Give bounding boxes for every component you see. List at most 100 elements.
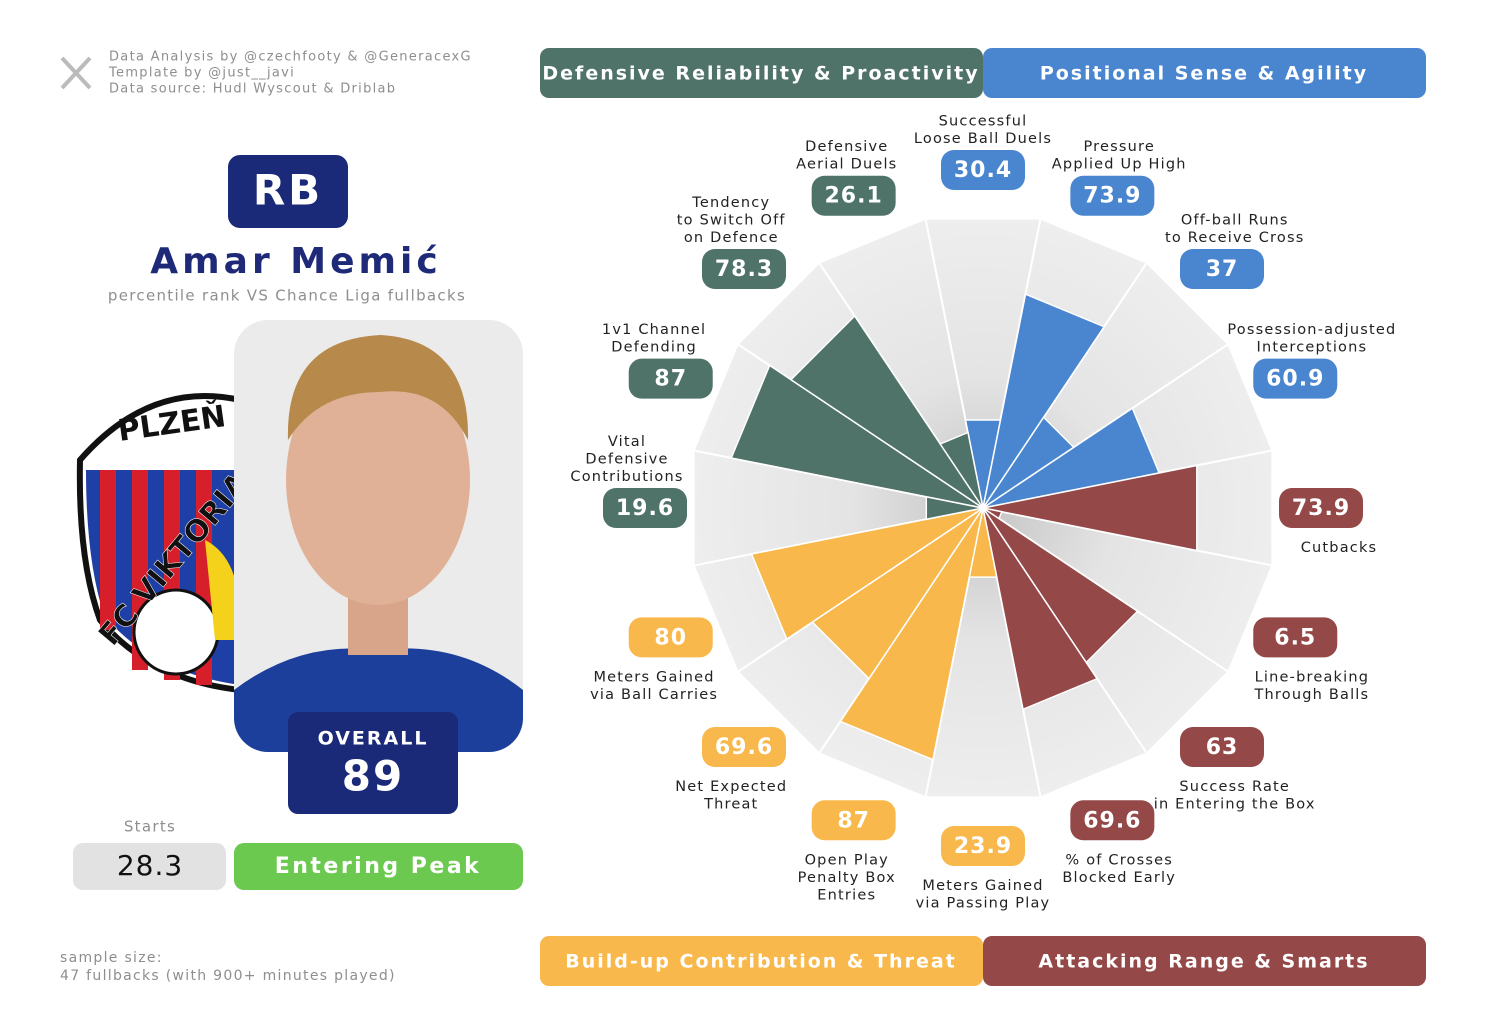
- credit: Data source: Hudl Wyscout & Driblab: [109, 82, 396, 97]
- value-box: [941, 826, 1025, 866]
- metric-label: Applied Up High: [1052, 157, 1187, 173]
- metric-label: Off-ball Runs: [1181, 212, 1289, 228]
- starts-label: Starts: [124, 818, 176, 836]
- overall-label: OVERALL: [318, 728, 429, 750]
- group-title: Defensive Reliability & Proactivity: [542, 63, 979, 85]
- overall-value: 89: [342, 752, 404, 801]
- metric-label: Defensive: [805, 139, 888, 155]
- value-box: [811, 175, 896, 216]
- value-box: [1070, 175, 1155, 216]
- group-header: [983, 936, 1426, 986]
- metric-label: Contributions: [570, 469, 683, 485]
- metric-label: Blocked Early: [1062, 870, 1176, 886]
- slice: [939, 431, 984, 509]
- value-label: 6.5: [1274, 625, 1316, 650]
- position-box: [228, 155, 348, 228]
- metric-label: Entries: [817, 887, 876, 903]
- starts-value: 28.3: [117, 849, 183, 882]
- value-box: [1253, 358, 1338, 399]
- metric-label: to Receive Cross: [1165, 230, 1305, 246]
- value-label: 80: [654, 625, 687, 650]
- value-label: 69.6: [1083, 808, 1141, 833]
- metric-label: on Defence: [684, 230, 779, 246]
- value-label: 73.9: [1292, 496, 1350, 521]
- value-box: [701, 248, 786, 289]
- metric-label: Penalty Box: [798, 870, 896, 886]
- metric-label: Interceptions: [1257, 340, 1368, 356]
- sample-size: 47 fullbacks (with 900+ minutes played): [60, 968, 396, 984]
- metric-label: Open Play: [805, 852, 889, 868]
- metric-label: via Passing Play: [916, 896, 1051, 912]
- value-label: 26.1: [825, 184, 883, 209]
- metric-label: Meters Gained: [922, 878, 1043, 894]
- status-box: [234, 843, 523, 890]
- group-header: [540, 48, 983, 98]
- metric-label: to Switch Off: [677, 212, 786, 228]
- metric-label: Pressure: [1083, 139, 1155, 155]
- metric-label: Aerial Duels: [796, 157, 897, 173]
- credit: Data Analysis by @czechfooty & @Generace…: [109, 50, 472, 65]
- value-box: [603, 488, 687, 528]
- value-box: [1253, 617, 1338, 658]
- value-label: 63: [1206, 735, 1239, 760]
- metric-label: Defensive: [585, 452, 668, 468]
- subtitle: percentile rank VS Chance Liga fullbacks: [108, 287, 466, 305]
- metric-label: Vital: [608, 434, 646, 450]
- metric-label: in Entering the Box: [1154, 797, 1316, 813]
- metric-label: Success Rate: [1179, 779, 1290, 795]
- metric-label: Possession-adjusted: [1227, 322, 1396, 338]
- metric-label: 1v1 Channel: [602, 322, 706, 338]
- metric-label: Tendency: [691, 195, 770, 211]
- value-box: [628, 358, 713, 399]
- value-label: 60.9: [1266, 367, 1324, 392]
- slice: [789, 314, 984, 509]
- value-label: 78.3: [715, 257, 773, 282]
- metric-label: Net Expected: [675, 779, 787, 795]
- value-label: 19.6: [616, 496, 674, 521]
- metric-label: % of Crosses: [1065, 852, 1173, 868]
- status: Entering Peak: [275, 854, 482, 879]
- group-title: Positional Sense & Agility: [1040, 63, 1368, 85]
- value-label: 87: [654, 367, 687, 392]
- group-header: [540, 936, 983, 986]
- value-label: 30.4: [954, 158, 1012, 183]
- player-name: Amar Memić: [150, 241, 441, 282]
- value-label: 87: [837, 808, 870, 833]
- metric-label: Line-breaking: [1255, 669, 1370, 685]
- club-crest: PLZEŇ FC VIKTORIA: [76, 393, 257, 694]
- metric-label: Defending: [611, 340, 697, 356]
- value-box: [1180, 248, 1265, 289]
- metric-label: Loose Ball Duels: [914, 131, 1052, 147]
- slice: [982, 507, 1099, 711]
- metric-label: Through Balls: [1253, 687, 1369, 703]
- group-title: Attacking Range & Smarts: [1038, 951, 1369, 973]
- value-box: [1180, 727, 1265, 768]
- slice: [750, 507, 984, 641]
- value-label: 37: [1206, 257, 1239, 282]
- pizza-chart: Positional Sense & Agility Attacking Rang…: [540, 48, 1426, 986]
- credit: Template by @just__javi: [108, 66, 295, 81]
- value-box: [1279, 488, 1363, 528]
- metric-label: Cutbacks: [1301, 540, 1378, 556]
- x-logo: [60, 56, 92, 90]
- value-label: 73.9: [1083, 184, 1141, 209]
- player-photo: [234, 320, 523, 752]
- metric-label: Successful: [939, 114, 1028, 130]
- value-label: 69.6: [715, 735, 773, 760]
- sample-size: sample size:: [60, 950, 163, 966]
- value-box: [811, 800, 896, 841]
- slice: [982, 464, 1198, 552]
- value-box: [628, 617, 713, 658]
- overall-box: [288, 712, 458, 814]
- starts-box: [73, 843, 226, 890]
- value-box: [701, 727, 786, 768]
- position: RB: [253, 166, 323, 215]
- group-title: Build-up Contribution & Threat: [565, 951, 957, 973]
- value-box: [941, 150, 1025, 190]
- value-label: 23.9: [954, 834, 1012, 859]
- group-header: [983, 48, 1426, 98]
- value-box: [1070, 800, 1155, 841]
- metric-label: Meters Gained: [593, 669, 714, 685]
- metric-label: via Ball Carries: [590, 687, 718, 703]
